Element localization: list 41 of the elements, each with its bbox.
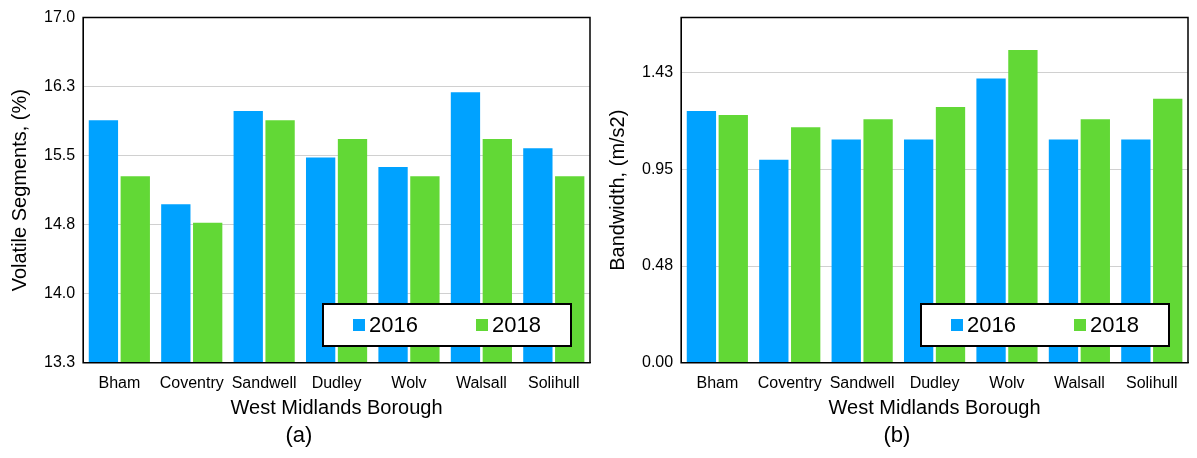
bar bbox=[718, 115, 748, 363]
y-tick-label: 1.43 bbox=[642, 62, 674, 80]
y-tick-label: 17.0 bbox=[44, 8, 76, 26]
text: (a) bbox=[284, 422, 314, 448]
y-tick-label: 0.00 bbox=[642, 353, 674, 371]
x-tick-label: Dudley bbox=[311, 373, 362, 391]
x-tick-label: Coventry bbox=[159, 373, 224, 391]
legend-label: 2016 bbox=[369, 311, 418, 338]
bar bbox=[759, 159, 789, 363]
bar bbox=[686, 111, 717, 363]
x-tick-label: Sandwell bbox=[231, 373, 297, 391]
y-tick-label: 16.3 bbox=[44, 77, 76, 95]
x-tick-label: Wolv bbox=[391, 373, 427, 391]
y-tick-label: 14.0 bbox=[44, 284, 76, 302]
x-tick-label: Wolv bbox=[989, 373, 1025, 391]
x-tick-label: Solihull bbox=[528, 373, 580, 391]
x-tick-label: Solihull bbox=[1126, 373, 1178, 391]
y-tick-label: 0.48 bbox=[642, 256, 674, 274]
y-tick-label: 15.5 bbox=[44, 146, 76, 164]
y-axis-title: Bandwidth, (m/s2) bbox=[605, 109, 628, 271]
y-tick-label: 0.95 bbox=[642, 159, 674, 177]
bar bbox=[831, 139, 861, 363]
x-tick-label: Bham bbox=[696, 373, 739, 391]
x-tick-label: Walsall bbox=[1053, 373, 1105, 391]
x-tick-label: Coventry bbox=[757, 373, 822, 391]
y-axis-title: Volatile Segments, (%) bbox=[7, 89, 30, 292]
legend-label: 2016 bbox=[967, 311, 1016, 338]
x-axis-title: West Midlands Borough bbox=[828, 395, 1041, 418]
text: (b) bbox=[882, 422, 912, 448]
y-tick-label: 13.3 bbox=[44, 353, 76, 371]
legend-label: 2018 bbox=[492, 311, 541, 338]
x-axis-title: West Midlands Borough bbox=[230, 395, 443, 418]
x-tick-label: Dudley bbox=[909, 373, 960, 391]
y-tick-label: 14.8 bbox=[44, 215, 76, 233]
x-tick-label: Walsall bbox=[455, 373, 507, 391]
x-tick-label: Sandwell bbox=[829, 373, 895, 391]
bar bbox=[903, 139, 934, 363]
bar bbox=[791, 127, 821, 363]
legend-label: 2018 bbox=[1090, 311, 1139, 338]
x-tick-label: Bham bbox=[98, 373, 141, 391]
bar bbox=[863, 119, 893, 363]
